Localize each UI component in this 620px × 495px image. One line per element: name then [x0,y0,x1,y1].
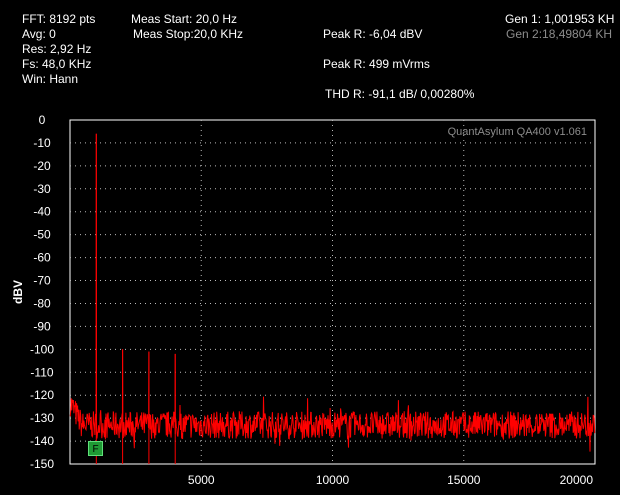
plot-area [69,119,596,465]
y-tick-label: -10 [33,136,51,150]
y-tick-label: 0 [39,113,46,127]
x-tick-label: 5000 [188,473,215,487]
y-tick-label: -140 [30,434,54,448]
generator-2-label: Gen 2:18,49804 KH [506,27,613,41]
spectrum-line [69,133,596,452]
watermark: QuantAsylum QA400 v1.061 [448,126,587,138]
x-tick-labels: 5000 10000 15000 20000 [188,473,593,487]
y-tick-label: -30 [33,182,51,196]
y-tick-label: -20 [33,159,51,173]
fft-size-label: FFT: 8192 pts [22,12,96,26]
y-tick-label: -70 [33,274,51,288]
generator-1-label: Gen 1: 1,001953 KH [505,12,615,26]
y-tick-label: -40 [33,205,51,219]
y-tick-label: -80 [33,296,51,310]
y-tick-label: -110 [30,365,53,379]
thd-label: THD R: -91,1 dB/ 0,00280% [325,87,475,101]
y-tick-label: -130 [30,411,54,425]
y-axis-label: dBV [11,280,25,304]
fundamental-marker[interactable]: F [88,441,103,456]
x-tick-label: 20000 [560,473,594,487]
y-tick-label: -90 [33,319,51,333]
x-tick-label: 10000 [316,473,350,487]
window-label: Win: Hann [22,72,79,86]
peak-mvrms-label: Peak R: 499 mVrms [323,57,430,71]
spectrum-trace [69,133,596,464]
resolution-label: Res: 2,92 Hz [22,42,92,56]
meas-start-label: Meas Start: 20,0 Hz [131,12,238,26]
y-tick-label: -60 [33,251,51,265]
y-tick-label: -150 [30,457,54,471]
y-tick-label: -50 [33,228,51,242]
y-tick-label: -120 [30,388,54,402]
y-tick-labels: 0 -10 -20 -30 -40 -50 -60 -70 -80 -90 -100 -110 -120… [30,113,54,471]
y-tick-label: -100 [30,342,54,356]
meas-stop-label: Meas Stop:20,0 KHz [133,27,244,41]
peak-dbv-label: Peak R: -6,04 dBV [323,27,423,41]
x-tick-label: 15000 [447,473,481,487]
averaging-label: Avg: 0 [22,27,56,41]
sample-rate-label: Fs: 48,0 KHz [22,57,92,71]
